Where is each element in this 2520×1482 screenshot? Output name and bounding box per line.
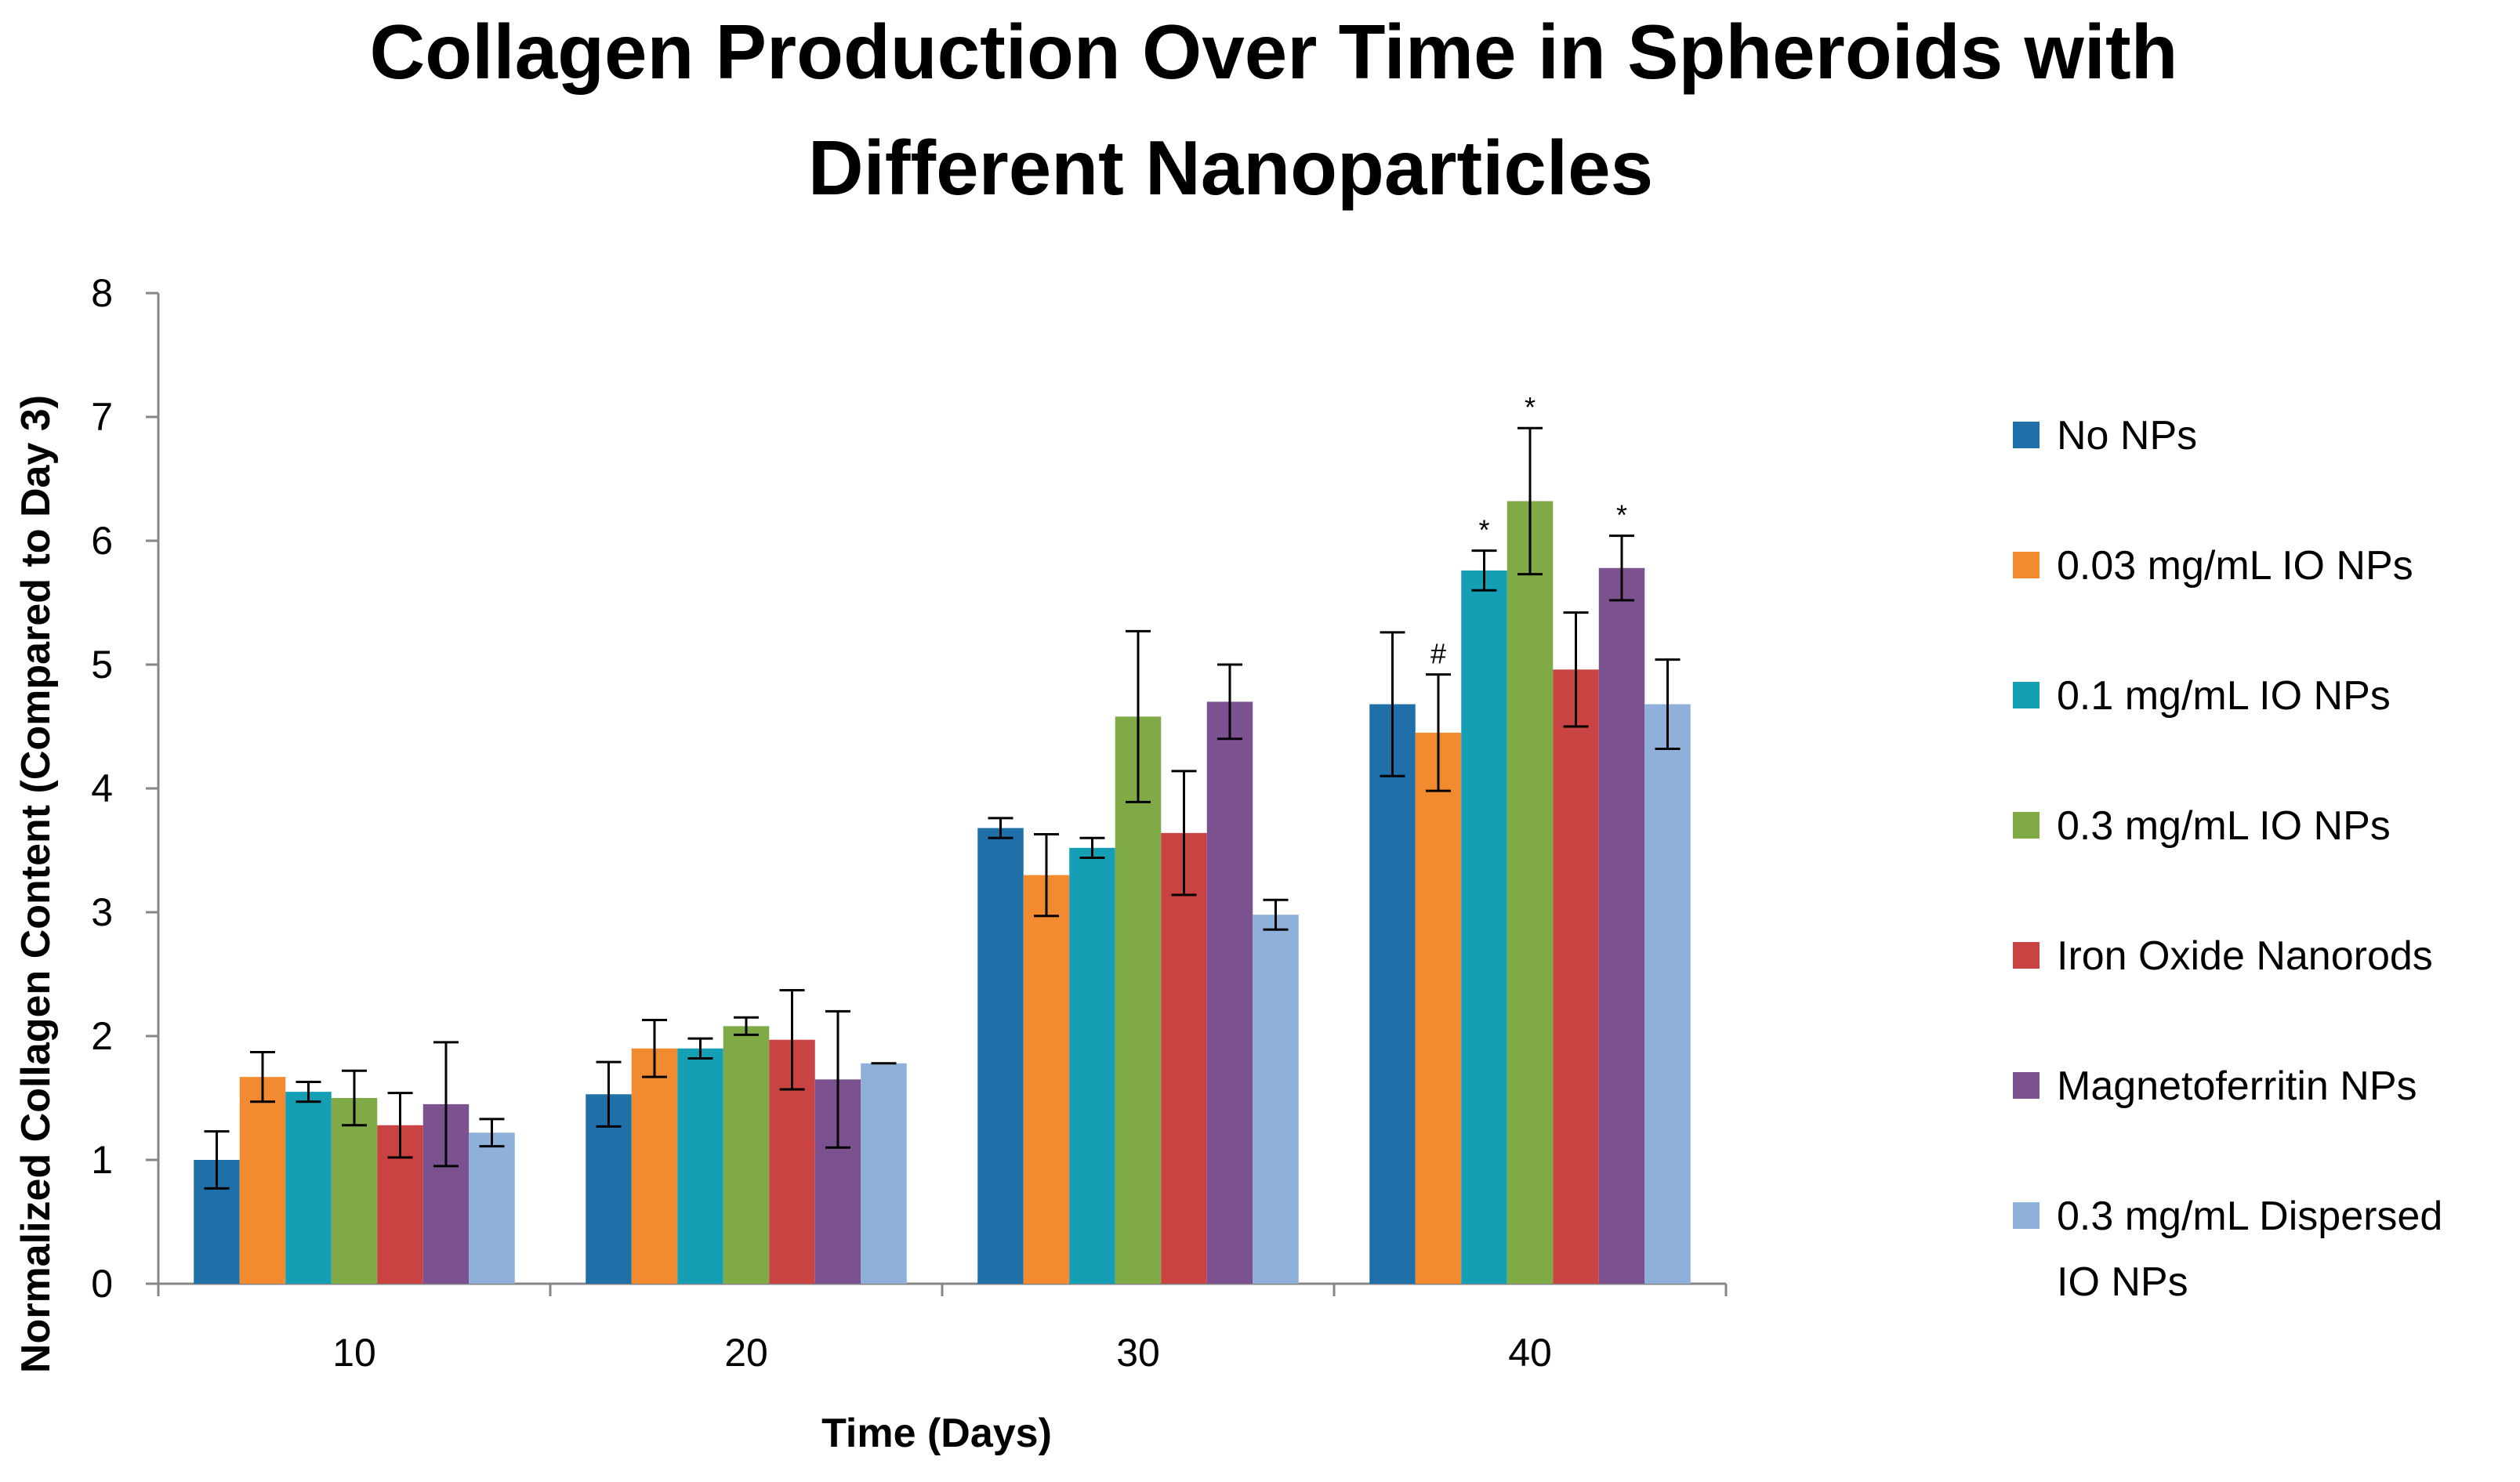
y-tick-label: 1 [91, 1138, 113, 1182]
bar [977, 828, 1024, 1284]
bar [1598, 567, 1645, 1284]
bar [631, 1048, 678, 1284]
y-tick-label: 6 [91, 519, 113, 563]
legend-swatch [2013, 1202, 2040, 1229]
significance-annotations: # * * * [1430, 391, 1627, 669]
y-tick-label: 0 [91, 1262, 113, 1306]
bar [1461, 570, 1507, 1284]
bar [1415, 732, 1462, 1284]
bar [1161, 832, 1207, 1284]
error-bar [1426, 673, 1451, 792]
error-bars [204, 426, 1681, 1190]
error-bar [1171, 770, 1197, 897]
legend-swatch [2013, 682, 2040, 708]
error-bar [433, 1041, 459, 1168]
legend-item: 0.3 mg/mL Dispersed IO NPs [2013, 1194, 2442, 1305]
legend-label: IO NPs [2057, 1259, 2188, 1305]
y-tick-label: 3 [91, 890, 113, 934]
annotation-label: * [1478, 514, 1489, 546]
legend-label: 0.3 mg/mL IO NPs [2057, 803, 2391, 849]
bar [1369, 704, 1416, 1284]
chart-title-line-1: Collagen Production Over Time in Spheroi… [370, 9, 2178, 95]
error-bar [1655, 658, 1681, 750]
legend-item: 0.3 mg/mL IO NPs [2013, 803, 2391, 849]
chart-title-line-2: Different Nanoparticles [808, 125, 1653, 211]
bar [1206, 701, 1253, 1284]
error-bar [1563, 611, 1589, 728]
error-bar [596, 1060, 622, 1128]
bars [194, 501, 1691, 1284]
error-bar [1217, 663, 1242, 741]
y-tick-label: 7 [91, 395, 113, 439]
legend-item: 0.03 mg/mL IO NPs [2013, 543, 2413, 589]
bar [677, 1048, 723, 1284]
bar [1553, 669, 1599, 1284]
error-bar [1034, 832, 1059, 918]
bar [285, 1092, 332, 1284]
bar [469, 1132, 515, 1284]
chart-title: Collagen Production Over Time in Spheroi… [370, 9, 2178, 211]
x-tick-label: 10 [332, 1331, 376, 1375]
legend-item: No NPs [2013, 413, 2197, 458]
y-tick-label: 2 [91, 1014, 113, 1058]
error-bar [1609, 534, 1634, 602]
y-axis-label: Normalized Collagen Content (Compared to… [13, 395, 59, 1373]
error-bar [988, 817, 1013, 839]
legend-label: Magnetoferritin NPs [2057, 1063, 2417, 1109]
error-bar [296, 1080, 321, 1103]
error-bar [825, 1009, 850, 1149]
bar [239, 1077, 286, 1284]
legend-swatch [2013, 422, 2040, 448]
error-bar [250, 1051, 275, 1103]
legend-label: 0.03 mg/mL IO NPs [2057, 543, 2413, 589]
y-tick-label: 4 [91, 766, 113, 810]
x-tick-label: 20 [724, 1331, 768, 1375]
legend-label: 0.3 mg/mL Dispersed [2057, 1194, 2442, 1239]
legend: No NPs 0.03 mg/mL IO NPs 0.1 mg/mL IO NPs 0… [2013, 413, 2442, 1305]
bar [1069, 847, 1115, 1284]
legend-label: Iron Oxide Nanorods [2057, 933, 2433, 979]
annotation-label: * [1525, 391, 1536, 423]
bar [1507, 501, 1554, 1284]
bar [1253, 915, 1299, 1284]
legend-item: 0.1 mg/mL IO NPs [2013, 673, 2391, 719]
error-bar [387, 1092, 413, 1159]
error-bar [1126, 629, 1151, 803]
legend-swatch [2013, 812, 2040, 839]
bar [861, 1063, 907, 1284]
bar [1023, 875, 1070, 1284]
error-bar [1471, 549, 1497, 592]
error-bar [1263, 898, 1289, 931]
legend-swatch [2013, 552, 2040, 578]
error-bar [479, 1118, 505, 1148]
error-bar [1079, 836, 1105, 859]
y-tick-label: 8 [91, 271, 113, 315]
legend-swatch [2013, 1072, 2040, 1099]
annotation-label: # [1430, 638, 1446, 670]
x-tick-label: 40 [1508, 1331, 1552, 1375]
legend-swatch [2013, 942, 2040, 969]
bar [331, 1098, 378, 1284]
error-bar [687, 1037, 713, 1060]
legend-item: Magnetoferritin NPs [2013, 1063, 2417, 1109]
error-bar [342, 1069, 367, 1127]
error-bar [1517, 426, 1543, 576]
bar [1644, 704, 1691, 1284]
x-tick-label: 30 [1116, 1331, 1160, 1375]
legend-item: Iron Oxide Nanorods [2013, 933, 2433, 979]
error-bar [734, 1016, 759, 1036]
y-tick-label: 5 [91, 643, 113, 687]
legend-label: 0.1 mg/mL IO NPs [2057, 673, 2391, 719]
legend-label: No NPs [2057, 413, 2197, 458]
x-axis-label: Time (Days) [821, 1411, 1052, 1456]
bar [723, 1026, 770, 1284]
error-bar [1380, 631, 1405, 777]
error-bar [779, 989, 805, 1091]
annotation-label: * [1616, 499, 1627, 531]
error-bar [204, 1130, 230, 1190]
error-bar [642, 1018, 667, 1078]
bar [1115, 716, 1162, 1284]
